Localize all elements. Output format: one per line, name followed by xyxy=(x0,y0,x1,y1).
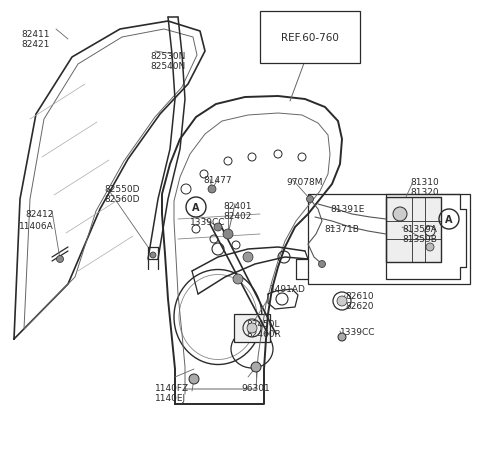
Text: 96301: 96301 xyxy=(241,383,270,392)
Text: 82412: 82412 xyxy=(26,210,54,219)
Circle shape xyxy=(150,253,156,258)
Bar xyxy=(308,194,470,285)
Circle shape xyxy=(338,333,346,341)
Circle shape xyxy=(57,256,63,263)
Text: 11406A: 11406A xyxy=(19,221,53,230)
Circle shape xyxy=(319,261,325,268)
Text: 1339CC: 1339CC xyxy=(340,327,376,336)
Circle shape xyxy=(208,186,216,193)
Text: A: A xyxy=(445,215,453,225)
Text: 81477: 81477 xyxy=(204,175,232,184)
Text: 1140FZ
1140EJ: 1140FZ 1140EJ xyxy=(155,383,189,402)
Text: 82411
82421: 82411 82421 xyxy=(22,30,50,49)
Circle shape xyxy=(233,274,243,285)
Bar xyxy=(234,314,270,342)
Text: 82610
82620: 82610 82620 xyxy=(346,291,374,311)
Circle shape xyxy=(189,374,199,384)
Text: 97078M: 97078M xyxy=(287,178,323,187)
Text: 82401
82402: 82401 82402 xyxy=(224,202,252,221)
Circle shape xyxy=(247,323,257,333)
Circle shape xyxy=(337,296,347,306)
Text: 82450L
82460R: 82450L 82460R xyxy=(247,319,281,339)
Text: 1491AD: 1491AD xyxy=(270,285,306,293)
Text: 82550D
82560D: 82550D 82560D xyxy=(104,184,140,204)
Circle shape xyxy=(393,207,407,221)
Circle shape xyxy=(214,224,222,231)
Circle shape xyxy=(243,253,253,262)
Text: 81359A
81359B: 81359A 81359B xyxy=(403,225,437,244)
Text: REF.60-760: REF.60-760 xyxy=(281,33,339,43)
Text: 81391E: 81391E xyxy=(331,205,365,213)
Circle shape xyxy=(223,230,233,239)
Text: 82530N
82540N: 82530N 82540N xyxy=(150,52,186,71)
Bar xyxy=(386,198,441,262)
Text: 1339CC: 1339CC xyxy=(190,217,226,226)
Text: A: A xyxy=(192,202,200,212)
Circle shape xyxy=(426,244,434,252)
Text: 81371B: 81371B xyxy=(324,225,360,234)
Circle shape xyxy=(307,196,313,203)
Circle shape xyxy=(251,362,261,372)
Text: 81310
81320: 81310 81320 xyxy=(410,178,439,197)
